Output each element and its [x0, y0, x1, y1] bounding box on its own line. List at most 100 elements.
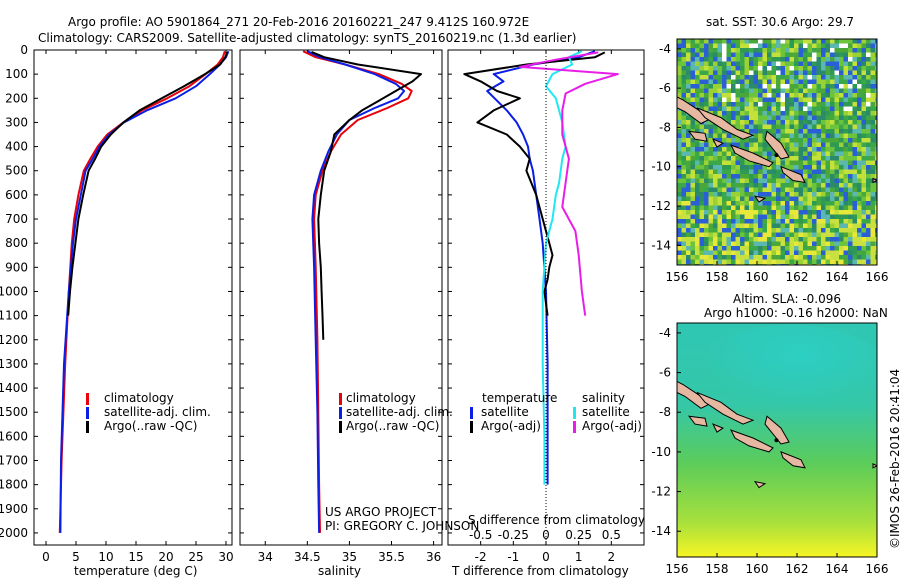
sst-pixel: [731, 205, 736, 211]
sst-pixel: [767, 75, 772, 80]
sst-pixel: [798, 124, 804, 130]
sst-pixel: [740, 237, 745, 242]
sst-pixel: [812, 75, 817, 80]
sst-pixel: [776, 165, 781, 170]
sst-pixel: [789, 138, 795, 143]
sst-pixel: [731, 223, 736, 229]
sst-pixel: [767, 223, 772, 229]
sst-pixel: [699, 39, 705, 44]
sst-pixel: [677, 142, 682, 148]
sst-pixel: [740, 120, 745, 125]
sst-pixel: [762, 88, 768, 94]
sst-pixel: [695, 66, 700, 71]
sst-pixel: [848, 259, 853, 265]
sst-pixel: [731, 88, 736, 94]
sst-pixel: [686, 201, 691, 206]
sst-pixel: [857, 183, 862, 188]
sst-pixel: [731, 169, 736, 175]
sst-pixel: [866, 115, 871, 121]
timestamp-stamp: ©IMOS 26-Feb-2016 20:41:04: [888, 368, 900, 549]
sst-pixel: [794, 183, 799, 188]
sst-pixel: [852, 75, 858, 80]
sst-pixel: [677, 52, 682, 58]
sst-pixel: [690, 187, 696, 193]
sst-pixel: [708, 88, 714, 94]
sst-pixel: [794, 39, 799, 44]
sst-pixel: [798, 43, 804, 49]
sst-pixel: [789, 178, 795, 184]
sst-pixel: [690, 61, 696, 67]
sst-pixel: [704, 192, 709, 197]
sst-pixel: [753, 178, 759, 184]
sst-pixel: [789, 205, 795, 211]
sst-pixel: [681, 133, 687, 139]
sst-pixel: [749, 48, 754, 53]
sst-pixel: [825, 106, 831, 112]
sst-pixel: [726, 232, 732, 238]
sst-pixel: [776, 259, 781, 265]
sst-pixel: [722, 178, 727, 184]
island-shape: [753, 195, 767, 203]
x-tick-label: 10: [98, 550, 113, 564]
sst-pixel: [866, 196, 871, 202]
sst-pixel: [717, 84, 723, 89]
sst-pixel: [699, 84, 705, 89]
sst-pixel: [852, 79, 858, 85]
sst-pixel: [821, 84, 826, 89]
sst-pixel: [731, 70, 736, 76]
sst-pixel: [843, 178, 849, 184]
sst-pixel: [695, 43, 700, 49]
sst-pixel: [699, 201, 705, 206]
sst-pixel: [821, 178, 826, 184]
sst-pixel: [821, 129, 826, 134]
sst-pixel: [726, 259, 732, 265]
sst-pixel: [686, 79, 691, 85]
sst-pixel: [677, 57, 682, 62]
sst-pixel: [686, 259, 691, 265]
sst-pixel: [776, 66, 781, 71]
sst-pixel: [767, 192, 772, 197]
sst-pixel: [866, 70, 871, 76]
sst-pixel: [870, 228, 876, 233]
sst-pixel: [798, 246, 804, 251]
sst-pixel: [704, 106, 709, 112]
sst-pixel: [695, 93, 700, 98]
sst-pixel: [767, 124, 772, 130]
sst-pixel: [744, 43, 750, 49]
sst-pixel: [713, 241, 718, 247]
sst-pixel: [794, 57, 799, 62]
sst-pixel: [681, 210, 687, 215]
sst-pixel: [744, 48, 750, 53]
sst-pixel: [848, 111, 853, 116]
sst-pixel: [875, 174, 877, 179]
sst-pixel: [839, 120, 844, 125]
sst-pixel: [713, 88, 718, 94]
sst-pixel: [708, 102, 714, 107]
sst-pixel: [767, 210, 772, 215]
sst-pixel: [852, 219, 858, 224]
sst-pixel: [731, 57, 736, 62]
sst-pixel: [695, 48, 700, 53]
diff-xlabel: T difference from climatology: [452, 564, 629, 578]
sst-pixel: [699, 228, 705, 233]
sst-pixel: [789, 39, 795, 44]
depth-tick-label: 900: [5, 260, 28, 274]
sst-pixel: [839, 124, 844, 130]
sst-pixel: [731, 192, 736, 197]
sst-pixel: [803, 133, 808, 139]
sst-pixel: [731, 48, 736, 53]
sst-pixel: [726, 192, 732, 197]
sst-pixel: [789, 232, 795, 238]
sst-pixel: [830, 142, 835, 148]
sst-pixel: [830, 196, 835, 202]
sst-pixel: [816, 66, 822, 71]
sst-pixel: [866, 255, 871, 260]
sst-pixel: [816, 79, 822, 85]
sst-pixel: [785, 138, 790, 143]
sst-pixel: [717, 196, 723, 202]
sst-pixel: [713, 237, 718, 242]
sst-pixel: [758, 178, 763, 184]
sst-pixel: [861, 61, 867, 67]
sst-pixel: [740, 115, 745, 121]
sst-pixel: [821, 115, 826, 121]
